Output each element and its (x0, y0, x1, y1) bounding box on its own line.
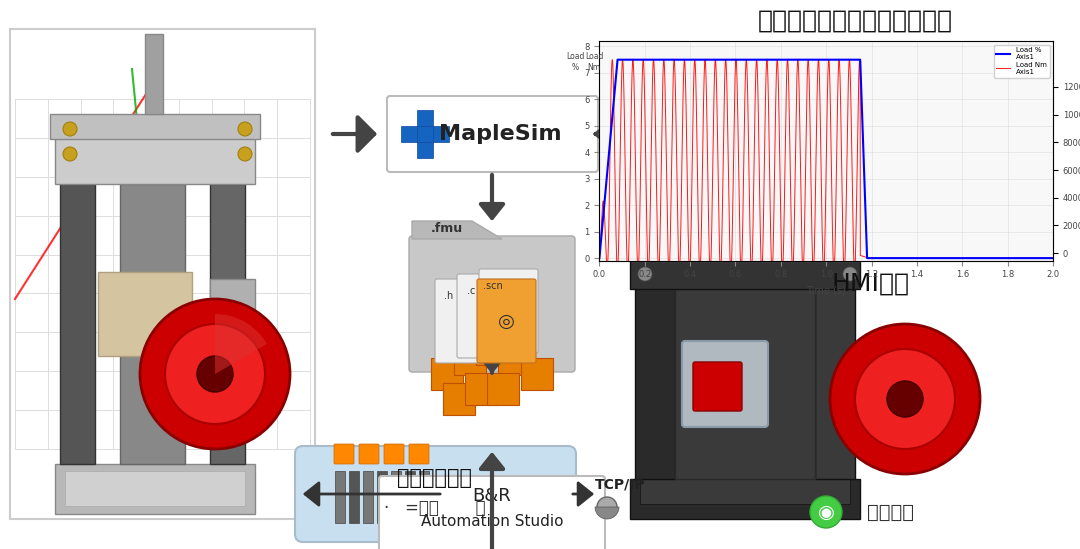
Text: .h: .h (444, 291, 454, 301)
FancyBboxPatch shape (675, 289, 815, 479)
Circle shape (810, 496, 842, 528)
FancyBboxPatch shape (635, 284, 675, 479)
Circle shape (238, 147, 252, 161)
Text: B&R: B&R (473, 487, 511, 505)
Load Nm
Axis1 (593, 255, 606, 261)
Circle shape (140, 299, 291, 449)
Legend: Load %
Axis1, Load Nm
Axis1: Load % Axis1, Load Nm Axis1 (994, 44, 1050, 77)
Load Nm
Axis1 (787, 261, 800, 267)
Polygon shape (411, 221, 502, 239)
FancyBboxPatch shape (409, 444, 429, 464)
Circle shape (63, 122, 77, 136)
Circle shape (831, 324, 980, 474)
Load %
Axis1 (767, 57, 780, 63)
FancyBboxPatch shape (50, 114, 260, 139)
Wedge shape (595, 507, 619, 519)
FancyBboxPatch shape (409, 236, 575, 372)
FancyBboxPatch shape (391, 471, 401, 523)
Circle shape (887, 381, 923, 417)
FancyBboxPatch shape (457, 274, 516, 358)
FancyBboxPatch shape (693, 362, 742, 411)
Load Nm
Axis1 (767, 231, 780, 238)
FancyBboxPatch shape (55, 464, 255, 514)
Load %
Axis1 (645, 57, 658, 63)
FancyBboxPatch shape (405, 471, 415, 523)
FancyBboxPatch shape (630, 479, 860, 519)
FancyBboxPatch shape (295, 446, 576, 542)
FancyBboxPatch shape (55, 129, 255, 184)
Text: 运动控制设计（驱动器选型）: 运动控制设计（驱动器选型） (757, 9, 953, 33)
Text: ·   =（，       ）: · =（， ） (384, 499, 486, 517)
FancyBboxPatch shape (363, 471, 373, 523)
FancyBboxPatch shape (349, 471, 359, 523)
Text: .fmu: .fmu (431, 222, 463, 236)
Circle shape (165, 324, 265, 424)
FancyBboxPatch shape (480, 269, 538, 353)
Load Nm
Axis1 (989, 255, 1002, 261)
FancyBboxPatch shape (640, 479, 850, 504)
FancyBboxPatch shape (681, 341, 768, 427)
Wedge shape (215, 314, 267, 374)
Load Nm
Axis1 (658, 57, 671, 63)
Circle shape (638, 267, 652, 281)
X-axis label: Time (s): Time (s) (807, 285, 846, 295)
FancyBboxPatch shape (477, 279, 536, 363)
FancyBboxPatch shape (145, 34, 163, 114)
Load %
Axis1 (786, 57, 799, 63)
Load Nm
Axis1 (672, 245, 685, 252)
FancyBboxPatch shape (419, 471, 429, 523)
Text: MapleSim: MapleSim (438, 124, 562, 144)
FancyBboxPatch shape (328, 454, 442, 533)
Load Nm
Axis1 (1038, 255, 1051, 261)
FancyBboxPatch shape (384, 444, 404, 464)
FancyBboxPatch shape (435, 279, 494, 363)
Circle shape (843, 267, 858, 281)
FancyBboxPatch shape (98, 272, 192, 356)
Load %
Axis1 (1038, 255, 1051, 261)
FancyBboxPatch shape (120, 184, 185, 464)
Circle shape (63, 147, 77, 161)
FancyBboxPatch shape (60, 184, 95, 464)
Text: ◉: ◉ (818, 502, 835, 522)
Circle shape (197, 356, 233, 392)
Text: .scn: .scn (483, 281, 503, 291)
Load Nm
Axis1 (1047, 255, 1059, 261)
Load Nm
Axis1 (786, 268, 799, 274)
Text: TCP/IP: TCP/IP (595, 477, 646, 491)
Line: Load %
Axis1: Load % Axis1 (599, 60, 1053, 258)
Text: Load
Nm: Load Nm (584, 52, 604, 71)
Text: 剑指工控: 剑指工控 (866, 502, 914, 522)
Load %
Axis1 (611, 57, 624, 63)
Text: Load
%: Load % (566, 52, 585, 71)
Load Nm
Axis1 (645, 150, 658, 157)
Text: 实时求解模型: 实时求解模型 (397, 468, 473, 488)
Text: .c: .c (467, 286, 475, 296)
Load %
Axis1 (1047, 255, 1059, 261)
FancyBboxPatch shape (379, 476, 605, 549)
FancyBboxPatch shape (815, 284, 855, 479)
FancyBboxPatch shape (590, 264, 1065, 534)
Load %
Axis1 (593, 255, 606, 261)
Load %
Axis1 (672, 57, 685, 63)
FancyBboxPatch shape (387, 96, 598, 172)
FancyBboxPatch shape (730, 199, 750, 249)
FancyBboxPatch shape (65, 471, 245, 506)
Circle shape (238, 122, 252, 136)
Circle shape (855, 349, 955, 449)
FancyBboxPatch shape (335, 471, 345, 523)
FancyBboxPatch shape (377, 471, 387, 523)
Text: ◎: ◎ (498, 311, 514, 330)
FancyBboxPatch shape (334, 444, 354, 464)
Text: Automation Studio: Automation Studio (421, 514, 564, 529)
FancyBboxPatch shape (630, 249, 860, 289)
Circle shape (597, 497, 617, 517)
Line: Load Nm
Axis1: Load Nm Axis1 (599, 60, 1053, 271)
FancyBboxPatch shape (10, 29, 315, 519)
Text: HMI应用: HMI应用 (831, 272, 909, 296)
FancyBboxPatch shape (210, 279, 255, 349)
FancyBboxPatch shape (210, 184, 245, 464)
FancyBboxPatch shape (359, 444, 379, 464)
Load %
Axis1 (989, 255, 1002, 261)
